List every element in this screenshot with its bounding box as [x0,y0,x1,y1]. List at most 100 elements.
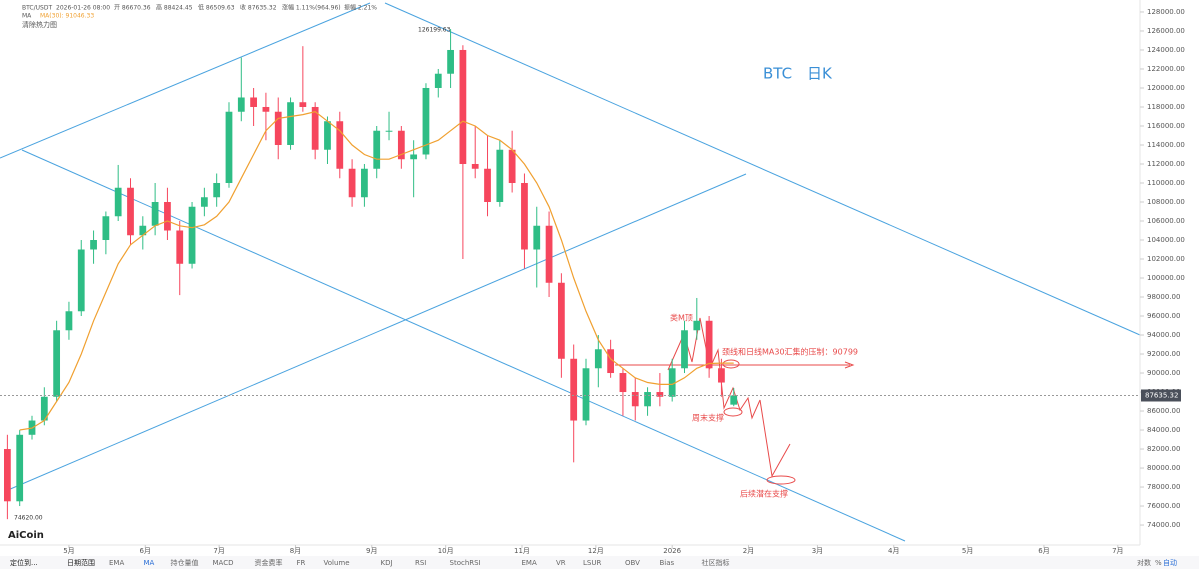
x-tick-label: 7月 [213,547,224,555]
toolbar-button[interactable]: OBV [625,559,640,567]
header-item: 高 88424.45 [156,4,193,12]
toolbar-button[interactable]: MACD [213,559,234,567]
header-item: 2026-01-26 08:00 [56,5,110,12]
y-tick-label: 114000.00 [1147,141,1185,149]
candle-body [434,73,442,88]
x-tick-label: 10月 [438,547,454,555]
x-tick-label: 8月 [290,547,301,555]
toolbar-button[interactable]: 自动 [1163,558,1177,567]
toolbar-button[interactable]: VR [556,559,566,567]
trend-line [384,2,1141,336]
heatmap-toggle[interactable]: 清除热力图 [22,20,57,29]
candle-body [410,154,418,160]
candle-body [90,240,97,250]
toolbar-button[interactable]: 社区指标 [702,558,730,567]
toolbar-button[interactable]: KDJ [381,559,393,567]
toolbar-button[interactable]: 对数 [1137,558,1151,567]
toolbar-button[interactable]: % [1155,559,1162,567]
candle-body [262,106,270,112]
candle-body [570,358,578,421]
candle-body [188,206,196,264]
last-price-label: 87635.32 [1145,391,1178,399]
candle-body [361,168,368,198]
toolbar-button[interactable]: Bias [660,559,675,567]
annotation: 周末支撑 [692,413,724,423]
candle-body [164,201,171,231]
candle-body [607,349,615,374]
x-tick-label: 5月 [63,547,74,555]
toolbar-button[interactable]: 定位到... [10,558,38,567]
x-tick-label: 5月 [962,547,973,555]
candle-body [311,106,319,150]
y-tick-label: 118000.00 [1147,103,1185,111]
candle-body [287,102,294,145]
toolbar-button[interactable]: EMA [522,559,537,567]
toolbar-button[interactable]: EMA [109,559,124,567]
chart-title: BTC 日K [763,65,833,83]
header-item: 涨幅 1.11%(964.96) [282,4,341,12]
y-tick-label: 80000.00 [1147,464,1180,472]
candle-body [668,368,676,397]
candle-body [139,225,147,236]
candle-body [16,434,24,502]
candle-body [65,311,73,331]
y-tick-label: 122000.00 [1147,65,1185,73]
candle-body [336,121,344,169]
candle-body [151,201,159,226]
candle-body [521,182,528,250]
y-tick-label: 102000.00 [1147,255,1185,263]
y-tick-label: 126000.00 [1147,27,1185,35]
annotation: 74620.00 [14,515,43,522]
toolbar-button[interactable]: 持仓量值 [171,558,199,567]
candle-body [324,121,331,150]
toolbar-button[interactable]: FR [297,559,306,567]
y-tick-label: 116000.00 [1147,122,1185,130]
candle-body [582,368,590,421]
candle-body [102,216,110,241]
y-tick-label: 86000.00 [1147,407,1180,415]
y-tick-label: 100000.00 [1147,274,1185,282]
x-tick-label: 6月 [140,547,151,555]
toolbar-button[interactable]: Volume [324,559,350,567]
y-tick-label: 108000.00 [1147,198,1185,206]
candle-body [385,130,393,132]
candle-body [225,111,233,183]
y-tick-label: 78000.00 [1147,483,1180,491]
arrow-head [844,361,855,369]
candle-body [459,49,467,164]
y-tick-label: 98000.00 [1147,293,1180,301]
toolbar-button[interactable]: MA [144,559,155,567]
y-tick-label: 76000.00 [1147,502,1180,510]
ma-header: MA [22,13,32,20]
candle-body [681,330,688,369]
candles [4,29,738,520]
toolbar-button[interactable]: 日期范围 [67,558,95,567]
candle-body [213,182,221,198]
toolbar-button[interactable]: LSUR [583,559,601,567]
x-tick-label: 4月 [888,547,899,555]
y-tick-label: 120000.00 [1147,84,1185,92]
toolbar-button[interactable]: RSI [415,559,426,567]
toolbar-button[interactable]: 资金费率 [255,558,283,567]
y-tick-label: 128000.00 [1147,8,1185,16]
y-tick-label: 124000.00 [1147,46,1185,54]
x-tick-label: 3月 [812,547,823,555]
header-item: BTC/USDT [22,5,52,12]
y-tick-label: 74000.00 [1147,521,1180,529]
toolbar-button[interactable]: StochRSI [450,559,481,567]
x-tick-label: 6月 [1038,547,1049,555]
candle-body [619,373,627,393]
x-tick-label: 2月 [743,547,754,555]
y-tick-label: 90000.00 [1147,369,1180,377]
header-item: 收 87635.32 [240,4,277,12]
candle-body [705,320,713,369]
annotation: 类M顶 [670,313,693,323]
candle-body [447,49,454,74]
path-arrow [759,399,791,478]
candle-body [484,168,491,202]
x-tick-label: 12月 [588,547,604,555]
candle-body [718,368,725,383]
candle-body [77,249,85,312]
candle-body [348,168,356,198]
